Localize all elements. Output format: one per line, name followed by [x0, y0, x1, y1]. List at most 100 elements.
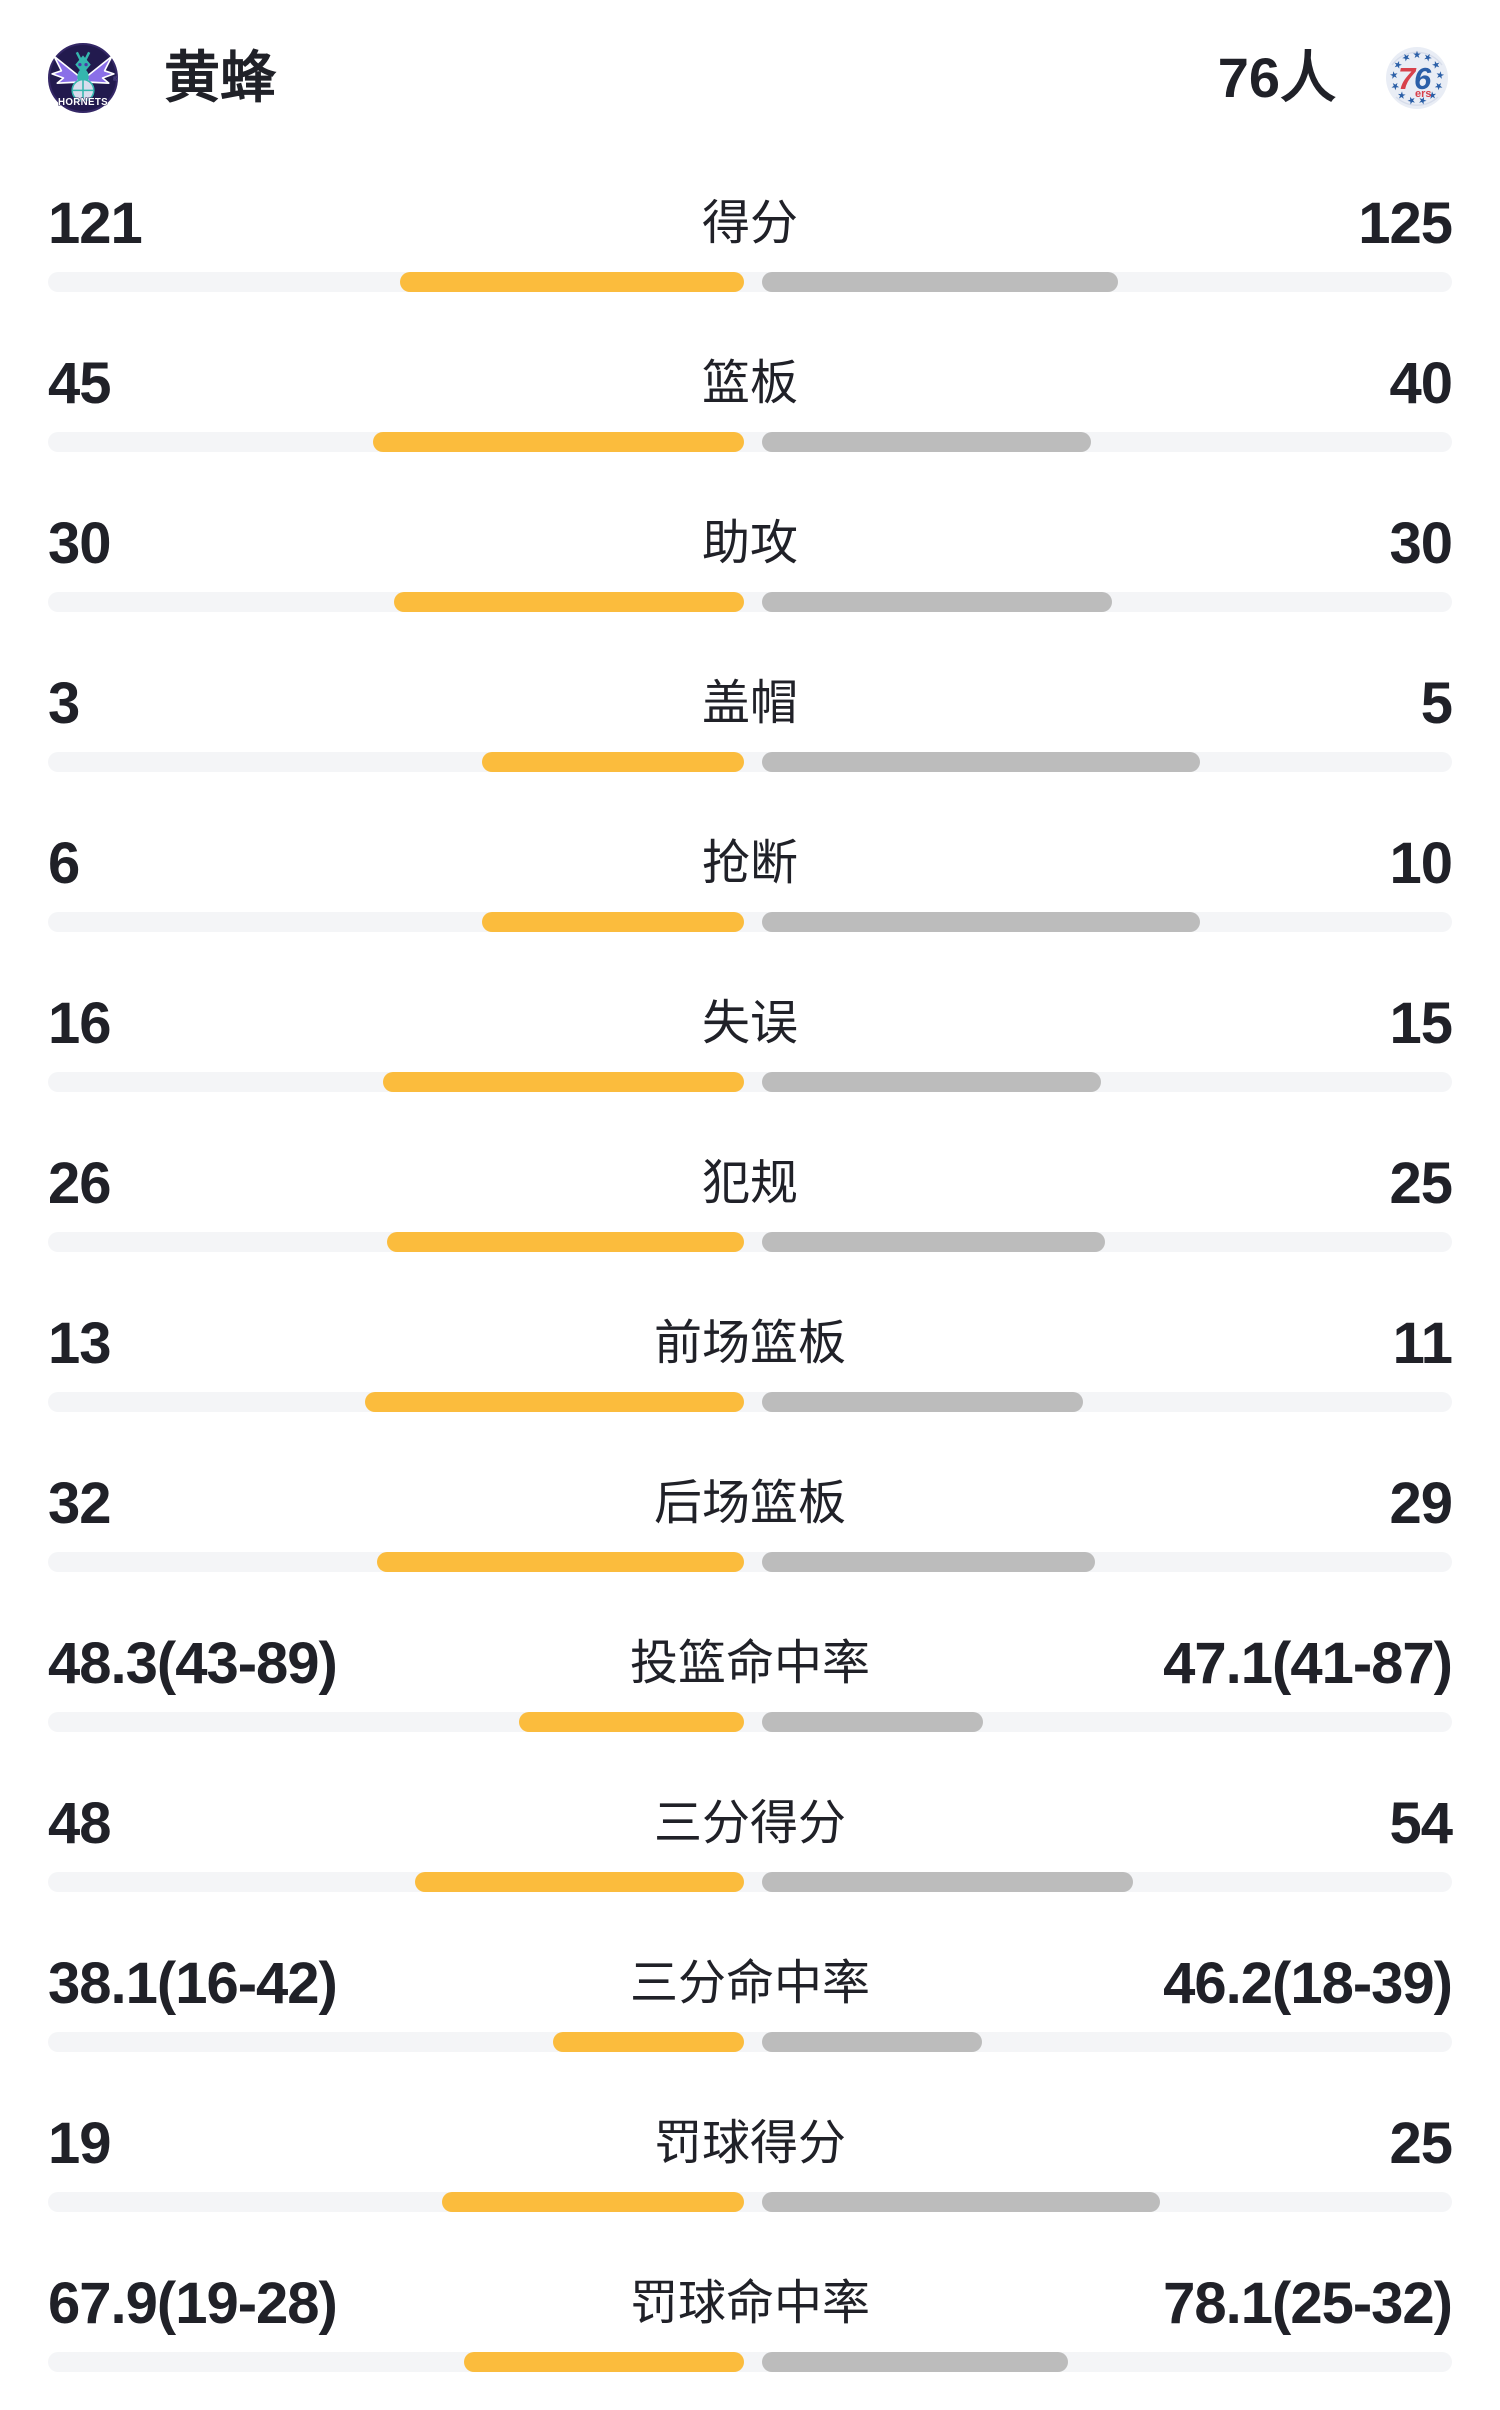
stat-label: 后场篮板: [653, 1477, 846, 1530]
stats-list: 121 得分 125 45 篮板 40 30 助攻 30: [0, 170, 1500, 2410]
stat-line: 67.9(19-28) 罚球命中率 78.1(25-32): [0, 2250, 1500, 2333]
away-value: 54: [1389, 1791, 1453, 1856]
stat-label: 投篮命中率: [629, 1637, 870, 1690]
home-value: 32: [48, 1471, 112, 1536]
stat-bar-track: [48, 1552, 1452, 1572]
star-icon: ★: [1417, 93, 1428, 106]
away-value: 40: [1389, 351, 1453, 416]
sixers-logo-suffix: ers: [1415, 88, 1432, 100]
home-value: 6: [48, 831, 80, 896]
home-team-name: 黄蜂: [164, 46, 276, 109]
star-icon: ★: [1431, 80, 1444, 92]
stat-bar-track: [48, 592, 1452, 612]
stat-bar-track: [48, 752, 1452, 772]
stat-row: 45 篮板 40: [0, 330, 1500, 490]
star-icon: ★: [1413, 50, 1422, 61]
home-value: 45: [48, 351, 112, 416]
stat-row: 13 前场篮板 11: [0, 1290, 1500, 1450]
stat-line: 6 抢断 10: [0, 810, 1500, 893]
away-value: 25: [1389, 1151, 1453, 1216]
stat-label: 前场篮板: [653, 1317, 846, 1370]
home-bar: [464, 2352, 744, 2372]
stat-row: 26 犯规 25: [0, 1130, 1500, 1290]
away-value: 47.1(41-87): [1163, 1631, 1453, 1696]
home-value: 48.3(43-89): [48, 1631, 338, 1696]
stat-label: 罚球得分: [653, 2117, 846, 2170]
stat-line: 13 前场篮板 11: [0, 1290, 1500, 1373]
stat-bar-track: [48, 2352, 1452, 2372]
star-icon: ★: [1433, 70, 1445, 80]
home-bar: [373, 432, 744, 452]
home-bar: [442, 2192, 744, 2212]
home-team[interactable]: HORNETS ® 黄蜂: [48, 43, 276, 113]
stat-label: 犯规: [701, 1157, 798, 1210]
stat-line: 16 失误 15: [0, 970, 1500, 1053]
stat-row: 32 后场篮板 29: [0, 1450, 1500, 1610]
stat-line: 48.3(43-89) 投篮命中率 47.1(41-87): [0, 1610, 1500, 1693]
home-value: 16: [48, 991, 112, 1056]
home-bar: [482, 912, 744, 932]
home-value: 48: [48, 1791, 112, 1856]
away-bar: [762, 2352, 1068, 2372]
stat-bar-track: [48, 912, 1452, 932]
away-bar: [762, 1072, 1101, 1092]
stat-bar-track: [48, 1392, 1452, 1412]
home-value: 67.9(19-28): [48, 2271, 338, 2336]
away-bar: [762, 432, 1091, 452]
home-bar: [415, 1872, 744, 1892]
stat-row: 67.9(19-28) 罚球命中率 78.1(25-32): [0, 2250, 1500, 2410]
away-team[interactable]: 76人 ★ ★ ★ ★ ★ ★ ★ ★ ★ ★ ★ ★ ★ 7 6 ers: [1218, 43, 1450, 113]
stat-bar-track: [48, 272, 1452, 292]
sixers-logo-digit-7: 7: [1398, 61, 1417, 96]
away-bar: [762, 1872, 1133, 1892]
home-bar: [383, 1072, 744, 1092]
stat-line: 45 篮板 40: [0, 330, 1500, 413]
away-value: 29: [1389, 1471, 1453, 1536]
home-value: 30: [48, 511, 112, 576]
stat-row: 19 罚球得分 25: [0, 2090, 1500, 2250]
stat-label: 助攻: [701, 517, 798, 570]
home-value: 121: [48, 191, 143, 256]
home-bar: [400, 272, 744, 292]
stat-row: 38.1(16-42) 三分命中率 46.2(18-39): [0, 1930, 1500, 2090]
home-bar: [482, 752, 744, 772]
header: HORNETS ® 黄蜂 76人 ★ ★ ★ ★ ★ ★ ★ ★ ★ ★ ★ ★ ★ 7 6 ers: [0, 0, 1500, 170]
stat-line: 26 犯规 25: [0, 1130, 1500, 1213]
away-value: 15: [1389, 991, 1453, 1056]
stat-line: 48 三分得分 54: [0, 1770, 1500, 1853]
sixers-logo: ★ ★★★★★★★★★★★★ 7 6 ers: [1386, 47, 1448, 109]
stat-label: 失误: [701, 997, 798, 1050]
stat-line: 3 盖帽 5: [0, 650, 1500, 733]
home-bar: [377, 1552, 744, 1572]
hornets-logo: HORNETS ®: [48, 43, 118, 113]
stat-bar-track: [48, 2032, 1452, 2052]
stat-line: 30 助攻 30: [0, 490, 1500, 573]
sixers-logo-digit-6: 6: [1414, 61, 1432, 96]
stat-row: 48 三分得分 54: [0, 1770, 1500, 1930]
stat-row: 3 盖帽 5: [0, 650, 1500, 810]
hornets-logo-reg: ®: [113, 76, 118, 83]
away-bar: [762, 2032, 982, 2052]
stat-row: 48.3(43-89) 投篮命中率 47.1(41-87): [0, 1610, 1500, 1770]
stat-row: 16 失误 15: [0, 970, 1500, 1130]
stat-line: 121 得分 125: [0, 170, 1500, 253]
home-value: 3: [48, 671, 80, 736]
away-value: 78.1(25-32): [1163, 2271, 1453, 2336]
away-team-name: 76人: [1217, 46, 1336, 109]
stat-row: 121 得分 125: [0, 170, 1500, 330]
home-value: 38.1(16-42): [48, 1951, 338, 2016]
stat-label: 三分命中率: [629, 1957, 870, 2010]
away-bar: [762, 912, 1200, 932]
stat-label: 篮板: [701, 357, 798, 410]
away-bar: [762, 752, 1200, 772]
star-icon: ★: [1389, 80, 1402, 92]
star-icon: ★: [1389, 70, 1401, 80]
stat-label: 三分得分: [653, 1797, 846, 1850]
home-bar: [365, 1392, 744, 1412]
away-value: 125: [1358, 191, 1453, 256]
home-value: 19: [48, 2111, 112, 2176]
hornets-logo-text: HORNETS: [58, 97, 108, 108]
stat-label: 盖帽: [701, 677, 798, 730]
away-bar: [762, 272, 1118, 292]
stat-bar-track: [48, 1872, 1452, 1892]
